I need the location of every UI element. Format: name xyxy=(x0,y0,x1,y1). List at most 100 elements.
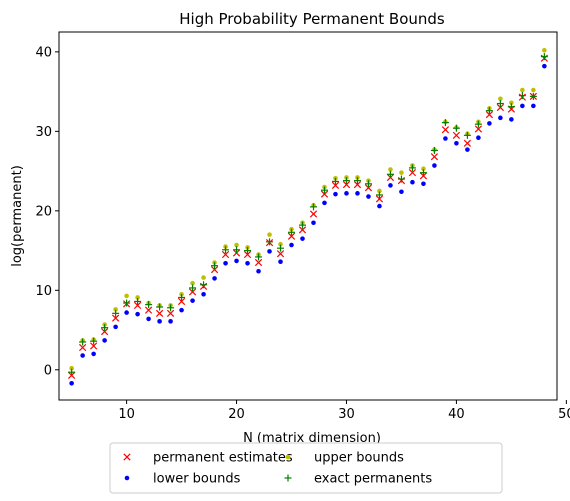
point-upper-bounds xyxy=(124,293,129,299)
point-exact-permanents xyxy=(320,186,328,194)
point-permanent-estimates xyxy=(320,190,329,198)
point-permanent-estimates xyxy=(408,169,417,177)
point-lower-bounds xyxy=(113,324,118,330)
point-lower-bounds xyxy=(168,319,173,324)
point-upper-bounds xyxy=(542,47,547,53)
legend-marker-lower-bounds xyxy=(124,475,130,481)
point-lower-bounds xyxy=(443,136,448,141)
point-permanent-estimates xyxy=(364,184,373,192)
point-exact-permanents xyxy=(101,324,109,332)
point-upper-bounds xyxy=(69,365,74,371)
point-exact-permanents xyxy=(342,177,350,185)
legend-label-exact-permanents: exact permanents xyxy=(314,472,432,487)
point-permanent-estimates xyxy=(144,306,153,314)
x-axis-ticks: 10 20 30 40 50 xyxy=(118,400,570,422)
point-exact-permanents xyxy=(353,177,361,185)
point-permanent-estimates xyxy=(463,139,472,147)
point-upper-bounds xyxy=(190,280,195,286)
x-tick-label: 10 xyxy=(118,407,135,422)
point-permanent-estimates xyxy=(188,288,197,296)
point-exact-permanents xyxy=(178,293,186,301)
point-exact-permanents xyxy=(123,299,131,307)
point-lower-bounds xyxy=(531,103,536,109)
point-permanent-estimates xyxy=(452,131,461,139)
point-exact-permanents xyxy=(211,262,219,270)
point-permanent-estimates xyxy=(485,111,494,119)
x-tick-label: 50 xyxy=(558,407,570,422)
x-tick-label: 30 xyxy=(338,407,355,422)
point-permanent-estimates xyxy=(210,266,219,274)
point-lower-bounds xyxy=(300,236,305,241)
point-permanent-estimates xyxy=(254,258,263,267)
point-permanent-estimates xyxy=(100,328,109,336)
point-upper-bounds xyxy=(388,167,393,172)
point-lower-bounds xyxy=(102,338,107,343)
point-exact-permanents xyxy=(463,131,471,139)
point-lower-bounds xyxy=(399,189,404,195)
point-exact-permanents xyxy=(309,203,317,211)
point-exact-permanents xyxy=(200,281,208,289)
point-upper-bounds xyxy=(421,166,426,172)
point-upper-bounds xyxy=(531,87,536,93)
point-lower-bounds xyxy=(322,200,327,206)
point-upper-bounds xyxy=(509,100,514,106)
point-exact-permanents xyxy=(419,169,427,177)
point-upper-bounds xyxy=(278,241,283,247)
point-lower-bounds xyxy=(421,181,426,187)
point-permanent-estimates xyxy=(298,226,307,234)
point-lower-bounds xyxy=(410,179,415,185)
point-exact-permanents xyxy=(266,238,274,246)
legend-marker-upper-bounds xyxy=(285,454,291,460)
point-exact-permanents xyxy=(112,309,120,317)
legend-items: permanent estimates lower bounds upper bou… xyxy=(123,451,432,487)
point-lower-bounds xyxy=(333,191,338,197)
point-lower-bounds xyxy=(366,194,371,199)
point-lower-bounds xyxy=(267,249,272,254)
point-lower-bounds xyxy=(388,183,393,188)
point-lower-bounds xyxy=(278,259,283,265)
point-exact-permanents xyxy=(529,92,537,100)
point-upper-bounds xyxy=(498,96,503,102)
point-exact-permanents xyxy=(299,221,307,229)
point-lower-bounds xyxy=(135,311,140,317)
point-permanent-estimates xyxy=(309,210,318,218)
legend-marker-permanent-estimates xyxy=(123,453,131,461)
point-lower-bounds xyxy=(465,147,470,152)
point-lower-bounds xyxy=(234,258,239,264)
point-exact-permanents xyxy=(277,244,285,252)
point-permanent-estimates xyxy=(133,301,142,310)
point-permanent-estimates xyxy=(111,314,120,322)
point-permanent-estimates xyxy=(177,297,186,306)
point-lower-bounds xyxy=(179,307,184,313)
point-exact-permanents xyxy=(375,191,383,199)
point-lower-bounds xyxy=(245,260,250,266)
y-tick-label: 0 xyxy=(44,363,52,378)
point-lower-bounds xyxy=(69,381,74,386)
point-lower-bounds xyxy=(520,103,525,109)
point-exact-permanents xyxy=(452,124,460,132)
point-upper-bounds xyxy=(520,87,525,93)
point-lower-bounds xyxy=(311,220,316,226)
chart-title: High Probability Permanent Bounds xyxy=(179,10,445,28)
point-lower-bounds xyxy=(344,191,349,196)
point-exact-permanents xyxy=(222,246,230,254)
point-exact-permanents xyxy=(540,53,548,61)
x-axis-label: N (matrix dimension) xyxy=(243,431,381,446)
point-exact-permanents xyxy=(90,337,98,345)
plot-area-frame xyxy=(58,31,558,401)
point-exact-permanents xyxy=(145,301,153,309)
point-exact-permanents xyxy=(134,297,142,305)
point-permanent-estimates xyxy=(441,126,450,134)
x-tick-label: 40 xyxy=(448,407,465,422)
y-tick-label: 20 xyxy=(35,204,52,219)
point-exact-permanents xyxy=(496,100,504,108)
point-permanent-estimates xyxy=(474,125,483,133)
point-exact-permanents xyxy=(474,120,482,128)
legend-box xyxy=(109,442,503,494)
point-exact-permanents xyxy=(397,175,405,183)
y-tick-label: 30 xyxy=(35,125,52,140)
point-upper-bounds xyxy=(267,232,272,237)
point-permanent-estimates xyxy=(342,180,351,189)
point-exact-permanents xyxy=(189,284,197,292)
